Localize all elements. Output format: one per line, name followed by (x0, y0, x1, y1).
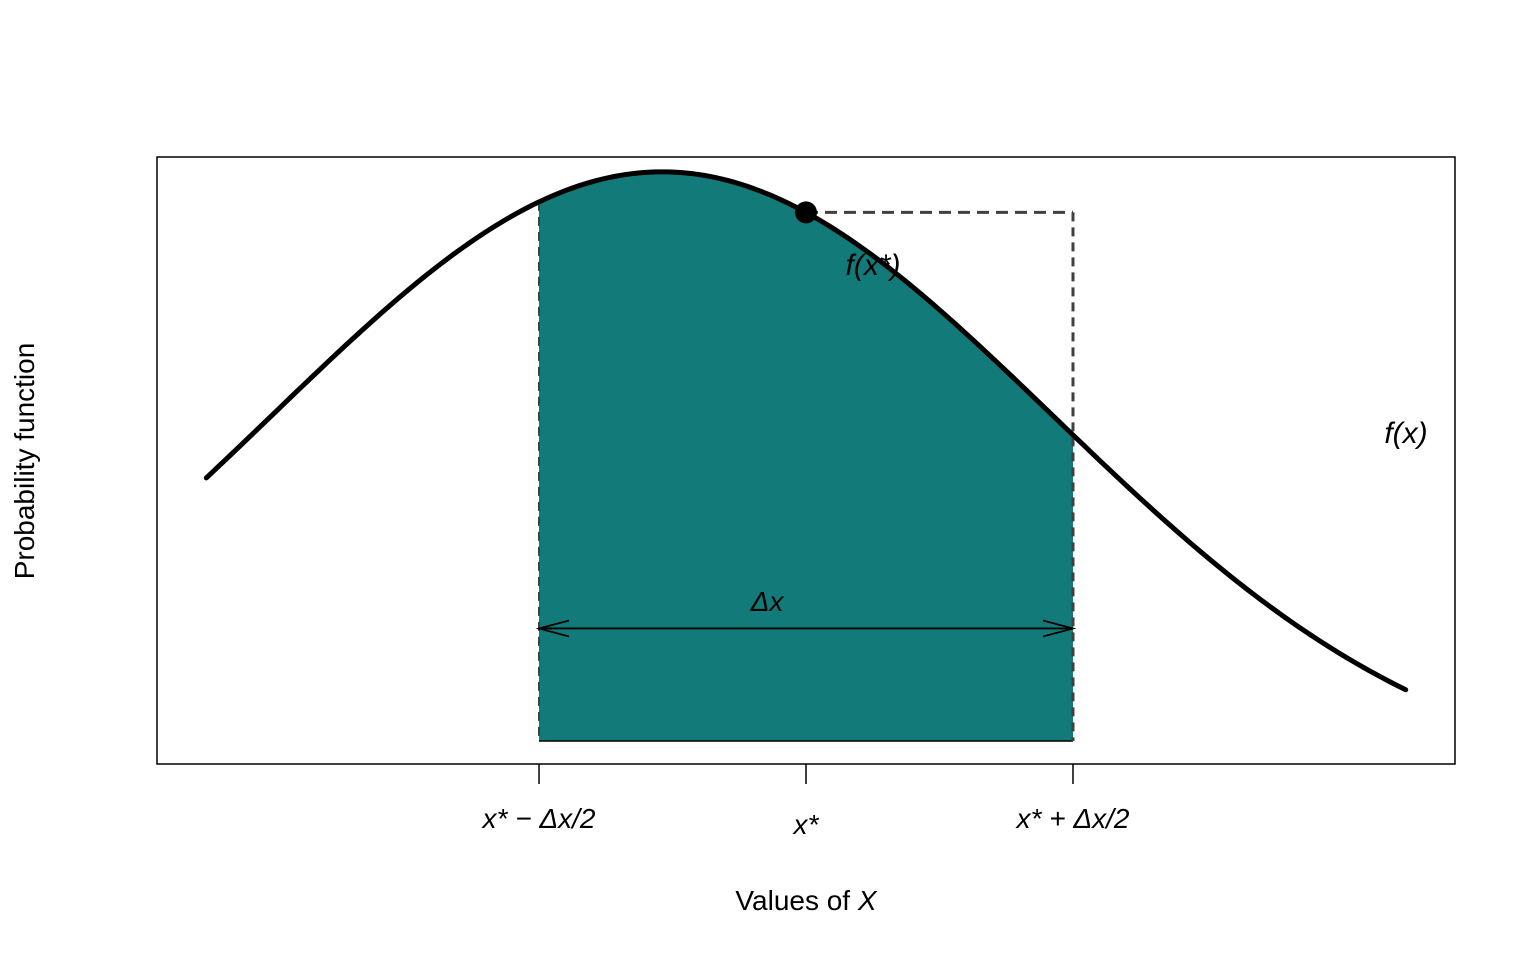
chart-marks (203, 169, 1409, 784)
x-star-point (795, 201, 817, 224)
x-axis-label-prefix: Values of (735, 885, 857, 916)
width-arrow-right-head (1042, 619, 1077, 638)
tick-label-center: x* (792, 809, 820, 840)
point-label: f(x*) (846, 249, 901, 282)
tick-label-right: x* + Δx/2 (1015, 803, 1130, 834)
x-axis-label-var: X (857, 885, 878, 916)
shaded-area (539, 171, 1073, 742)
curve-label: f(x) (1384, 417, 1427, 450)
width-arrow-left-head (535, 619, 570, 638)
tick-label-left: x* − Δx/2 (481, 803, 596, 834)
y-axis-label: Probability function (9, 343, 40, 580)
plot-frame (156, 156, 1456, 765)
x-axis-label: Values of X (735, 885, 877, 916)
width-label: Δx (750, 586, 785, 617)
